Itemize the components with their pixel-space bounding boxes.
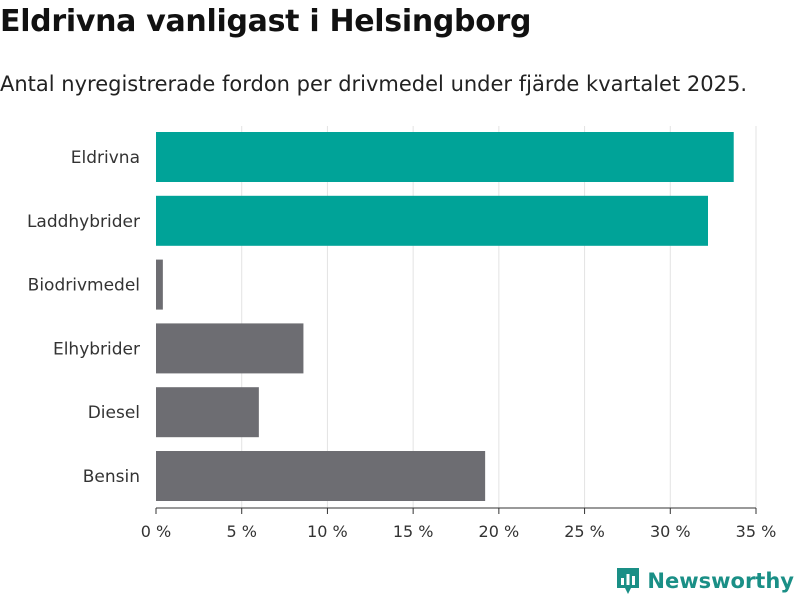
- bar-eldrivna: [156, 132, 734, 182]
- bar-laddhybrider: [156, 195, 708, 246]
- newsworthy-logo-icon: [617, 568, 640, 594]
- newsworthy-logo: Newsworthy: [615, 566, 794, 596]
- y-category-label: Laddhybrider: [27, 212, 140, 232]
- x-tick-label: 20 %: [479, 522, 520, 541]
- bar-elhybrider: [156, 323, 304, 374]
- y-category-label: Diesel: [88, 403, 140, 423]
- y-category-label: Bensin: [83, 467, 140, 487]
- y-category-label: Biodrivmedel: [28, 276, 140, 296]
- bar-biodrivmedel: [156, 259, 163, 310]
- x-tick-label: 0 %: [141, 522, 171, 541]
- x-tick-label: 35 %: [736, 522, 777, 541]
- newsworthy-logo-text: Newsworthy: [647, 569, 794, 593]
- chart-subtitle: Antal nyregistrerade fordon per drivmede…: [0, 72, 748, 96]
- x-tick-label: 5 %: [226, 522, 256, 541]
- y-category-label: Eldrivna: [71, 148, 140, 168]
- x-tick-label: 15 %: [393, 522, 434, 541]
- bar-bensin: [156, 451, 486, 501]
- x-tick-label: 10 %: [307, 522, 348, 541]
- x-tick-label: 25 %: [564, 522, 605, 541]
- bar-diesel: [156, 387, 259, 438]
- x-tick-label: 30 %: [650, 522, 691, 541]
- chart-title: Eldrivna vanligast i Helsingborg: [0, 4, 532, 39]
- y-category-label: Elhybrider: [53, 339, 140, 359]
